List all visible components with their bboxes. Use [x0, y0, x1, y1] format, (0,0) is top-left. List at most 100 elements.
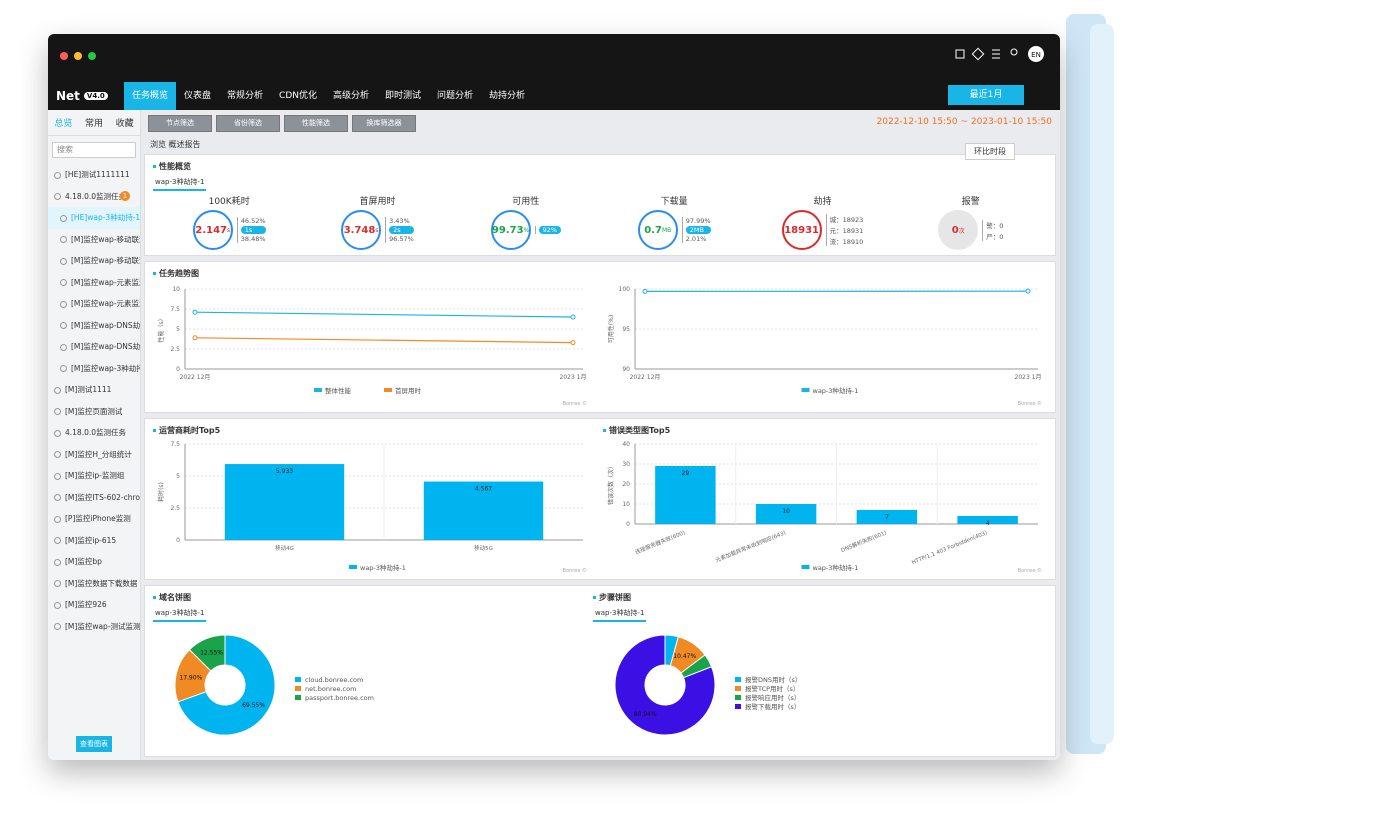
nav-tab[interactable]: 劫持分析 — [489, 91, 526, 101]
value-label: 29 — [682, 470, 690, 477]
legend-label: 报警DNS用时（s） — [745, 675, 801, 684]
tree-item[interactable]: [M]监控H_分组统计 — [48, 444, 140, 466]
tree-item[interactable]: [M]监控bp — [48, 551, 140, 573]
y-tick-label: 5 — [176, 326, 180, 333]
metric-value: 99.73 — [491, 224, 524, 236]
tree-item[interactable]: [M]监控926 — [48, 594, 140, 616]
metric-details: 城：18923 元：18931 流：18910 — [825, 214, 863, 246]
tree-item[interactable]: [M]监控ip-监测组 — [48, 465, 140, 487]
nav-tab[interactable]: 高级分析 — [333, 91, 370, 101]
panel-title: 运营商耗时Top5 — [145, 419, 595, 436]
y-tick-label: 2.5 — [170, 505, 180, 512]
tree-item[interactable]: [M]监控wap-3种劫持(采样) — [48, 358, 140, 380]
legend-swatch — [801, 565, 810, 569]
x-tick-label: DNS解析失败(601) — [840, 528, 888, 554]
metric-detail: 97.99% — [685, 217, 711, 225]
tree-item[interactable]: [M]监控wap-测试监测-1 — [48, 616, 140, 638]
metric-ring: 18931 — [781, 210, 822, 250]
legend-label: 整体性能 — [325, 386, 352, 395]
nav-tab[interactable]: 问题分析 — [437, 91, 474, 101]
tree-item[interactable]: 4.18.0.0监测任务 1 — [48, 186, 140, 208]
version: V4.0 — [83, 92, 108, 100]
panel-tab[interactable]: wap-3种劫持-1 — [153, 606, 207, 622]
tree-item[interactable]: 4.18.0.0监测任务 — [48, 422, 140, 444]
sidebar-tabs: 总览 常用 收藏 — [48, 110, 140, 136]
filter-button[interactable]: 节点筛选 — [148, 114, 212, 132]
icon[interactable] — [992, 49, 1000, 59]
sidebar-tab[interactable]: 收藏 — [115, 119, 134, 129]
brand: Net V4.0 — [48, 89, 124, 103]
tree-item[interactable]: [M]测试1111 — [48, 379, 140, 401]
tree-item[interactable]: [P]监控iPhone监测 — [48, 508, 140, 530]
lang-button[interactable] — [1028, 46, 1044, 62]
tree-item[interactable]: [HE]wap-3种劫持-1 — [48, 207, 140, 229]
tree-item[interactable]: [M]监控ip-615 — [48, 530, 140, 552]
y-tick-label: 7.5 — [170, 441, 180, 448]
tree-item[interactable]: [M]监控wap-移动联通-1 — [48, 229, 140, 251]
tree-item[interactable]: [M]监控wap-DNS劫持-2 — [48, 315, 140, 337]
y-tick-label: 5 — [176, 473, 180, 480]
chart: 0 2.5 5 7.5 耗时(s) 移动4G 5.933 移动5G 4.567 wap-3种劫持-… — [157, 441, 587, 574]
legend-label: 首屏用时 — [395, 386, 422, 395]
metric-row: 2.147 s 46.52% 1s 38.48% — [192, 210, 266, 250]
breadcrumb-bar: 浏览 概述报告 — [144, 136, 1060, 154]
tree-item[interactable]: [M]监控wap-元素监测-1 — [48, 293, 140, 315]
metric-value: 2.147 — [195, 224, 227, 236]
metric: 可用性 99.73% 92% — [456, 194, 596, 250]
watermark: Bonree © — [1018, 567, 1042, 574]
tree-item[interactable]: [M]监控wap-元素监测-2 — [48, 272, 140, 294]
slice-label: 69.55% — [242, 702, 265, 709]
brand-name: Net — [56, 89, 80, 103]
bar — [423, 481, 544, 540]
search-box[interactable]: 搜索 — [52, 142, 136, 158]
panel-tab[interactable]: wap-3种劫持-1 — [153, 175, 207, 191]
metric-ring: 2.147 s — [192, 210, 233, 250]
pie-slice — [188, 634, 226, 672]
icon[interactable] — [955, 49, 965, 59]
metric-label: 下载量 — [660, 197, 688, 207]
nav-tab[interactable]: 即时测试 — [385, 91, 422, 101]
compare-select[interactable]: 环比时段 — [965, 143, 1015, 160]
legend-swatch — [295, 695, 301, 700]
metric-detail: 96.57% — [389, 235, 414, 243]
tree-item[interactable]: [HE]测试1111111 — [48, 164, 140, 186]
nav-tab[interactable]: 常规分析 — [227, 91, 264, 101]
filter-button[interactable]: 性能筛选 — [284, 114, 348, 132]
legend-label: passport.bonree.com — [305, 694, 374, 702]
chart: 90 95 100 可用性(%) 2022 12月 2023 1月 wap-3种劫持-1 Bo… — [607, 286, 1042, 407]
icon[interactable] — [1010, 48, 1018, 56]
watermark: Bonree © — [563, 567, 587, 574]
badge: 1 — [120, 190, 130, 201]
y-axis-label: 错误次数（次） — [607, 463, 615, 505]
panel-title: 步骤饼图 — [585, 586, 1055, 603]
tree-item[interactable]: [M]监控ITS-602-chrome合并 — [48, 487, 140, 509]
filter-button[interactable]: 换库筛选器 — [352, 114, 416, 132]
window-dot[interactable] — [74, 52, 82, 60]
nav-tab[interactable]: CDN优化 — [279, 91, 317, 101]
sidebar-tab[interactable]: 总览 — [54, 119, 73, 129]
metric-pill: 2s — [389, 226, 414, 234]
icon[interactable] — [971, 47, 985, 61]
series-line — [194, 337, 574, 344]
metric-unit: % — [523, 226, 530, 234]
window-dot[interactable] — [88, 52, 96, 60]
panel-tab[interactable]: wap-3种劫持-1 — [593, 606, 647, 622]
metric-detail: 警：0 — [986, 221, 1004, 230]
window-dot[interactable] — [60, 52, 68, 60]
view-chart-button[interactable]: 查看图表 — [76, 736, 112, 752]
time-button[interactable]: 最近1月 — [948, 85, 1024, 105]
panel-title: 域名饼图 — [145, 586, 585, 603]
nav-tab[interactable]: 任务概览 — [124, 82, 177, 110]
tree-item[interactable]: [M]监控页面测试 — [48, 401, 140, 423]
metric-label: 首屏用时 — [359, 197, 396, 207]
y-tick-label: 20 — [622, 481, 630, 488]
slice-label: 12.55% — [200, 650, 223, 657]
sidebar-tab[interactable]: 常用 — [84, 119, 103, 129]
tree-item[interactable]: [M]监控数据下载数据 — [48, 573, 140, 595]
tree-item[interactable]: [M]监控wap-移动联通元-1 — [48, 250, 140, 272]
value-label: 7 — [885, 514, 889, 521]
filter-button[interactable]: 省份筛选 — [216, 114, 280, 132]
nav-tab[interactable]: 仪表盘 — [184, 91, 212, 101]
metric-unit: s — [227, 226, 231, 234]
tree-item[interactable]: [M]监控wap-DNS劫持-1 — [48, 336, 140, 358]
